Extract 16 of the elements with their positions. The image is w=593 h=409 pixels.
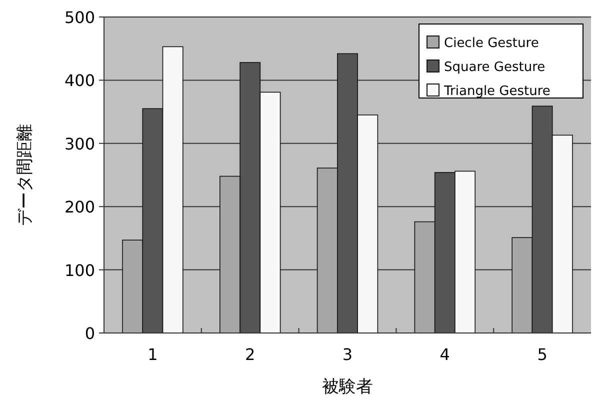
x-tick-label: 5	[537, 345, 548, 364]
y-axis-title: データ間距離	[15, 124, 35, 226]
y-tick-label: 100	[64, 260, 95, 280]
x-tick-label: 1	[148, 345, 158, 364]
x-axis-title: 被験者	[322, 377, 373, 397]
legend-label: Triangle Gesture	[443, 84, 550, 99]
y-tick-label: 0	[84, 324, 95, 343]
x-tick-label: 3	[342, 345, 353, 364]
x-tick-label: 2	[245, 345, 256, 364]
legend-label: Square Gesture	[444, 60, 546, 75]
legend-label: Ciecle Gesture	[444, 36, 539, 51]
y-tick-label: 200	[64, 198, 95, 217]
y-tick-label: 300	[64, 134, 95, 154]
y-tick-label: 500	[64, 8, 95, 27]
x-tick-label: 4	[440, 345, 450, 364]
y-tick-label: 400	[64, 71, 95, 90]
